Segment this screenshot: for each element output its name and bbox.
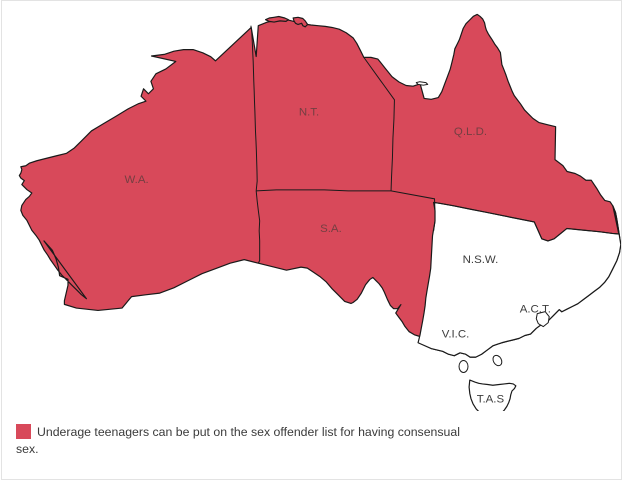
svg-text:T.A.S: T.A.S (477, 393, 505, 405)
svg-text:N.S.W.: N.S.W. (463, 254, 499, 266)
svg-text:V.I.C.: V.I.C. (442, 329, 470, 341)
svg-text:W.A.: W.A. (124, 174, 148, 186)
svg-text:Q.L.D.: Q.L.D. (454, 126, 487, 138)
svg-text:N.T.: N.T. (299, 106, 319, 118)
svg-text:A.C.T.: A.C.T. (520, 304, 551, 316)
svg-text:S.A.: S.A. (320, 223, 342, 235)
